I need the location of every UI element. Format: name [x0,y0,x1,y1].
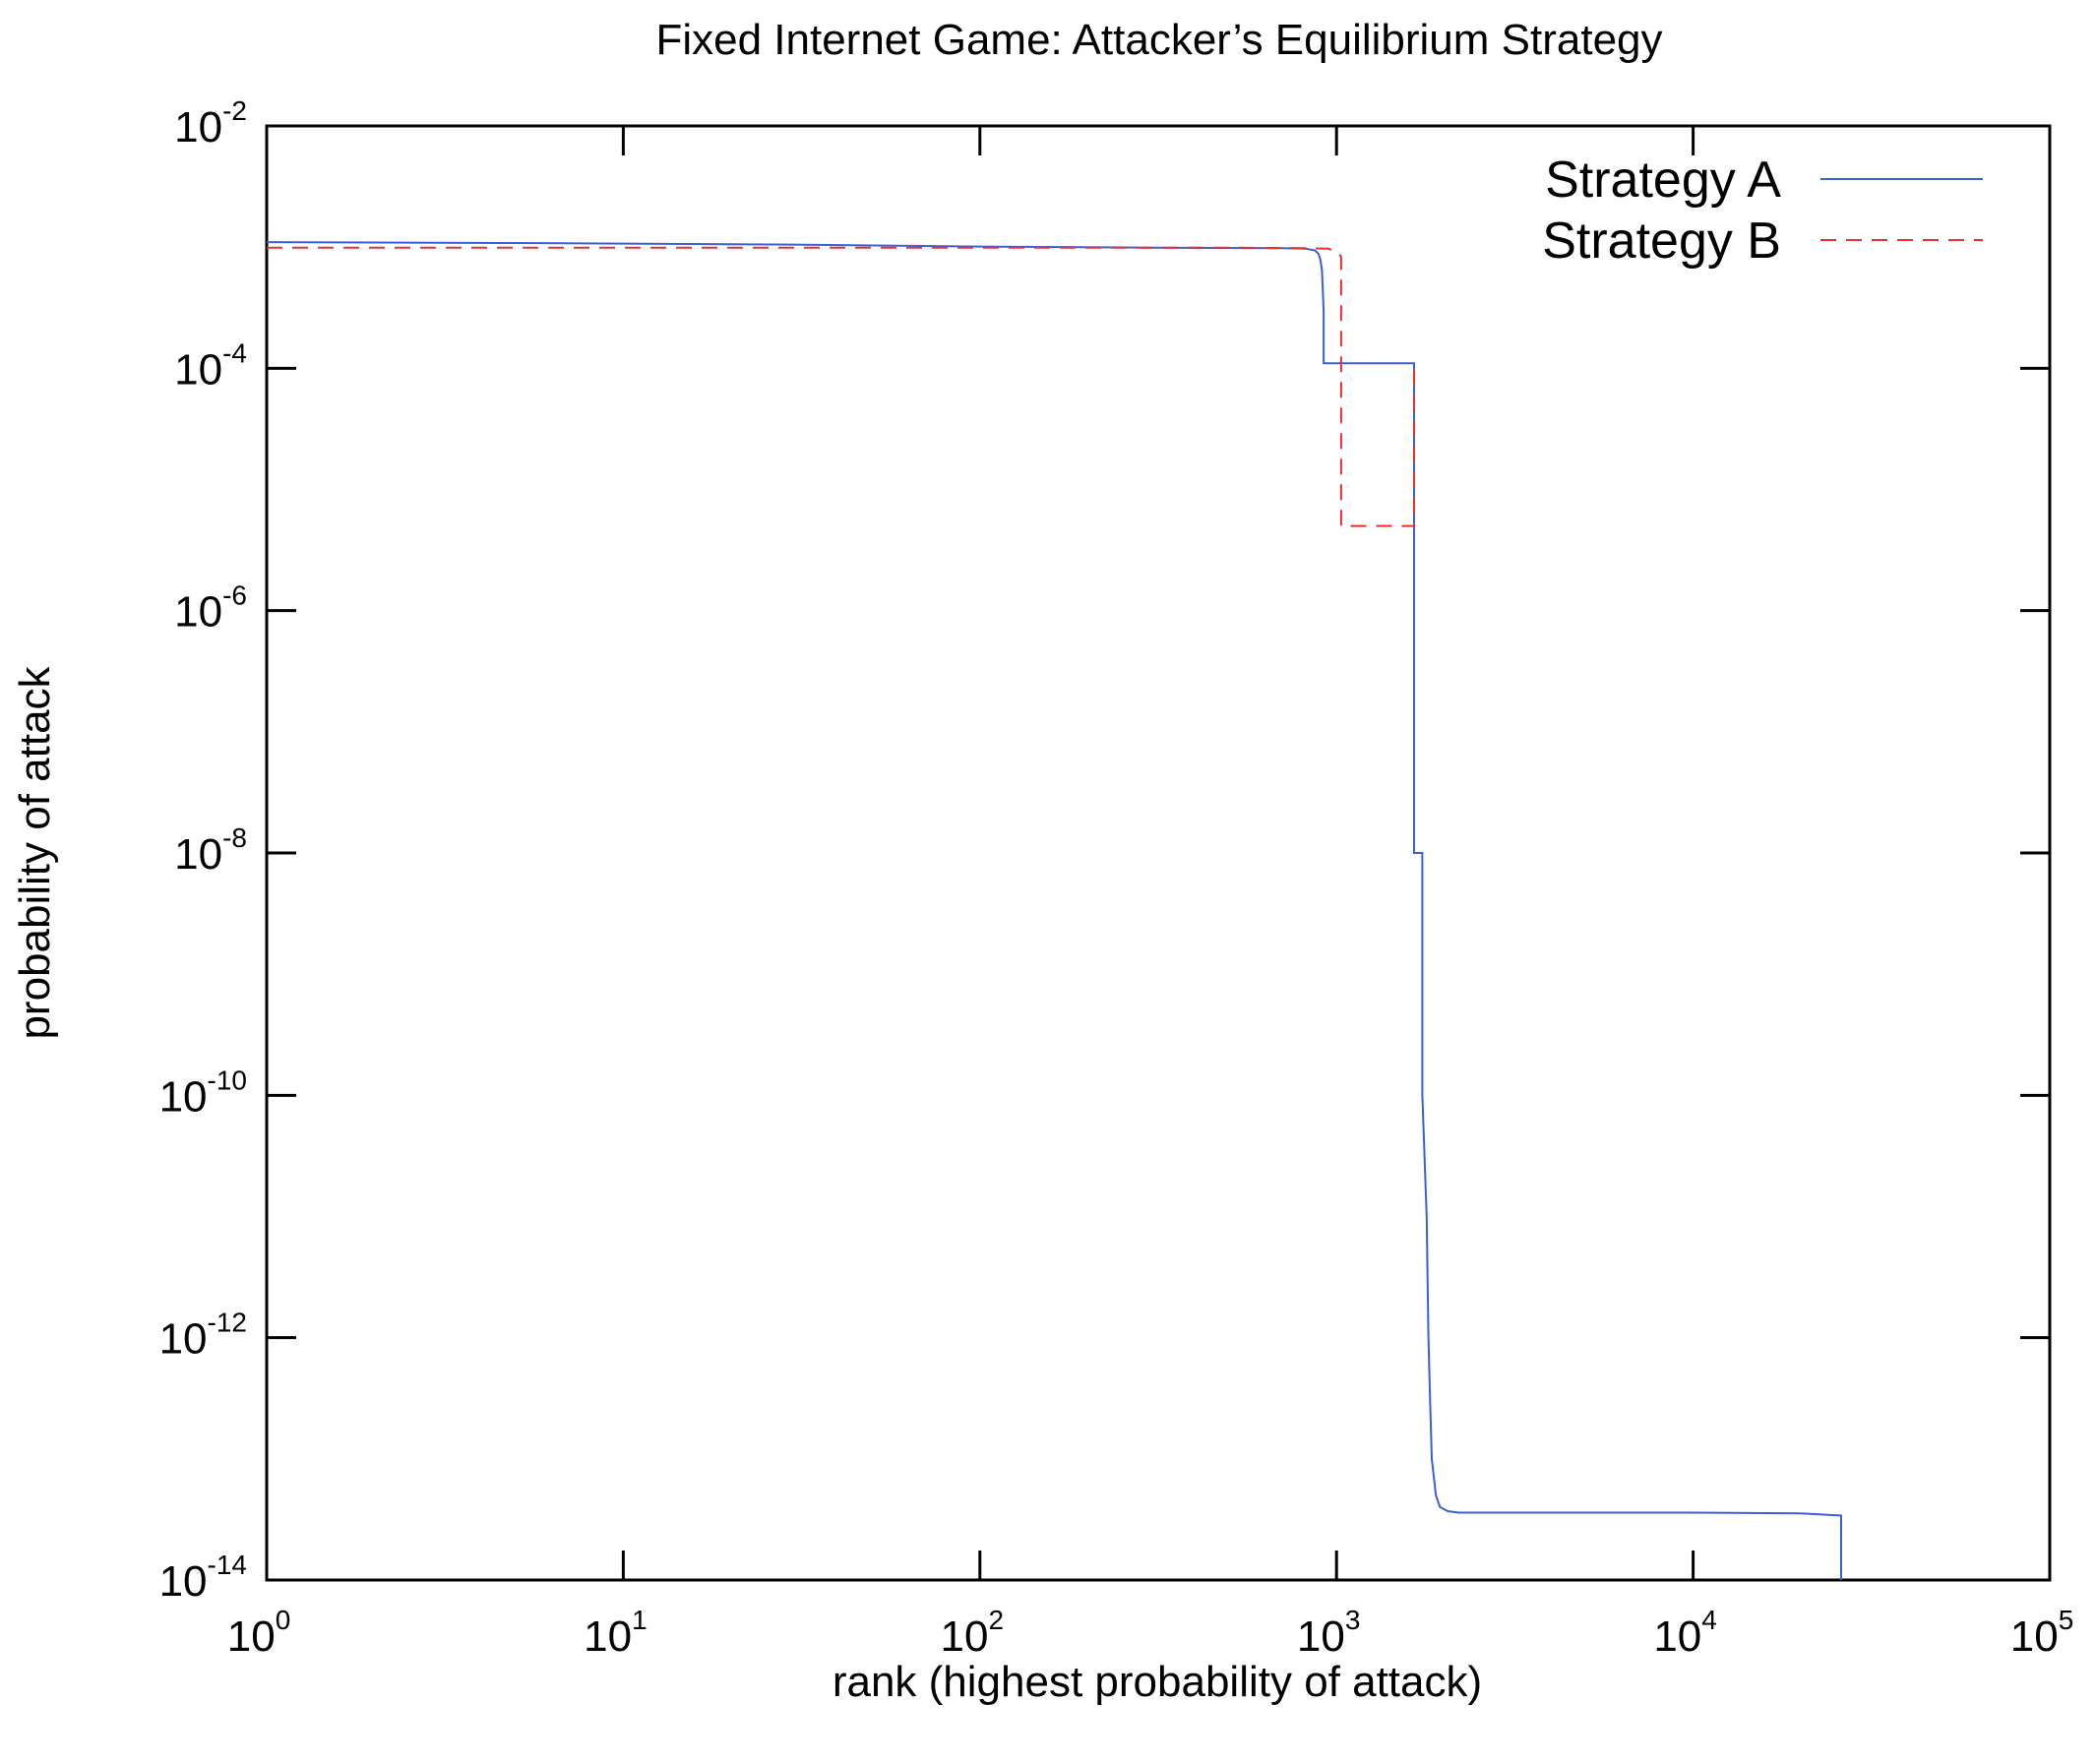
x-tick-label: 104 [1653,1605,1717,1661]
legend-label: Strategy B [1542,213,1781,270]
y-tick-label: 10-4 [174,337,247,394]
x-tick-label: 105 [2010,1605,2074,1661]
y-tick-label: 10-6 [174,580,247,637]
x-tick-label: 100 [227,1605,291,1661]
x-tick-label: 102 [941,1605,1005,1661]
legend-label: Strategy A [1545,152,1781,209]
series-layer [266,241,1842,1580]
x-tick-label: 101 [584,1605,647,1661]
x-tick-label: 103 [1297,1605,1361,1661]
y-tick-label: 10-8 [174,822,247,879]
y-tick-label: 10-2 [174,95,247,152]
plot-area [265,124,2052,1582]
series-line-strategy-a [266,241,1842,1580]
y-tick-label: 10-14 [159,1550,247,1606]
y-axis-title: probability of attack [11,665,59,1039]
axis-ticks: 100 101 102 103 104 105 10-14 10-12 10-10 10-8 10-… [159,95,2074,1661]
y-tick-label: 10-12 [159,1308,247,1364]
x-axis-title: rank (highest probability of attack) [832,1658,1482,1706]
series-line-strategy-b [267,246,1415,527]
plot-frame [265,124,2052,1582]
y-tick-label: 10-10 [159,1064,247,1121]
chart-title: Fixed Internet Game: Attacker’s Equilibr… [655,16,1662,64]
